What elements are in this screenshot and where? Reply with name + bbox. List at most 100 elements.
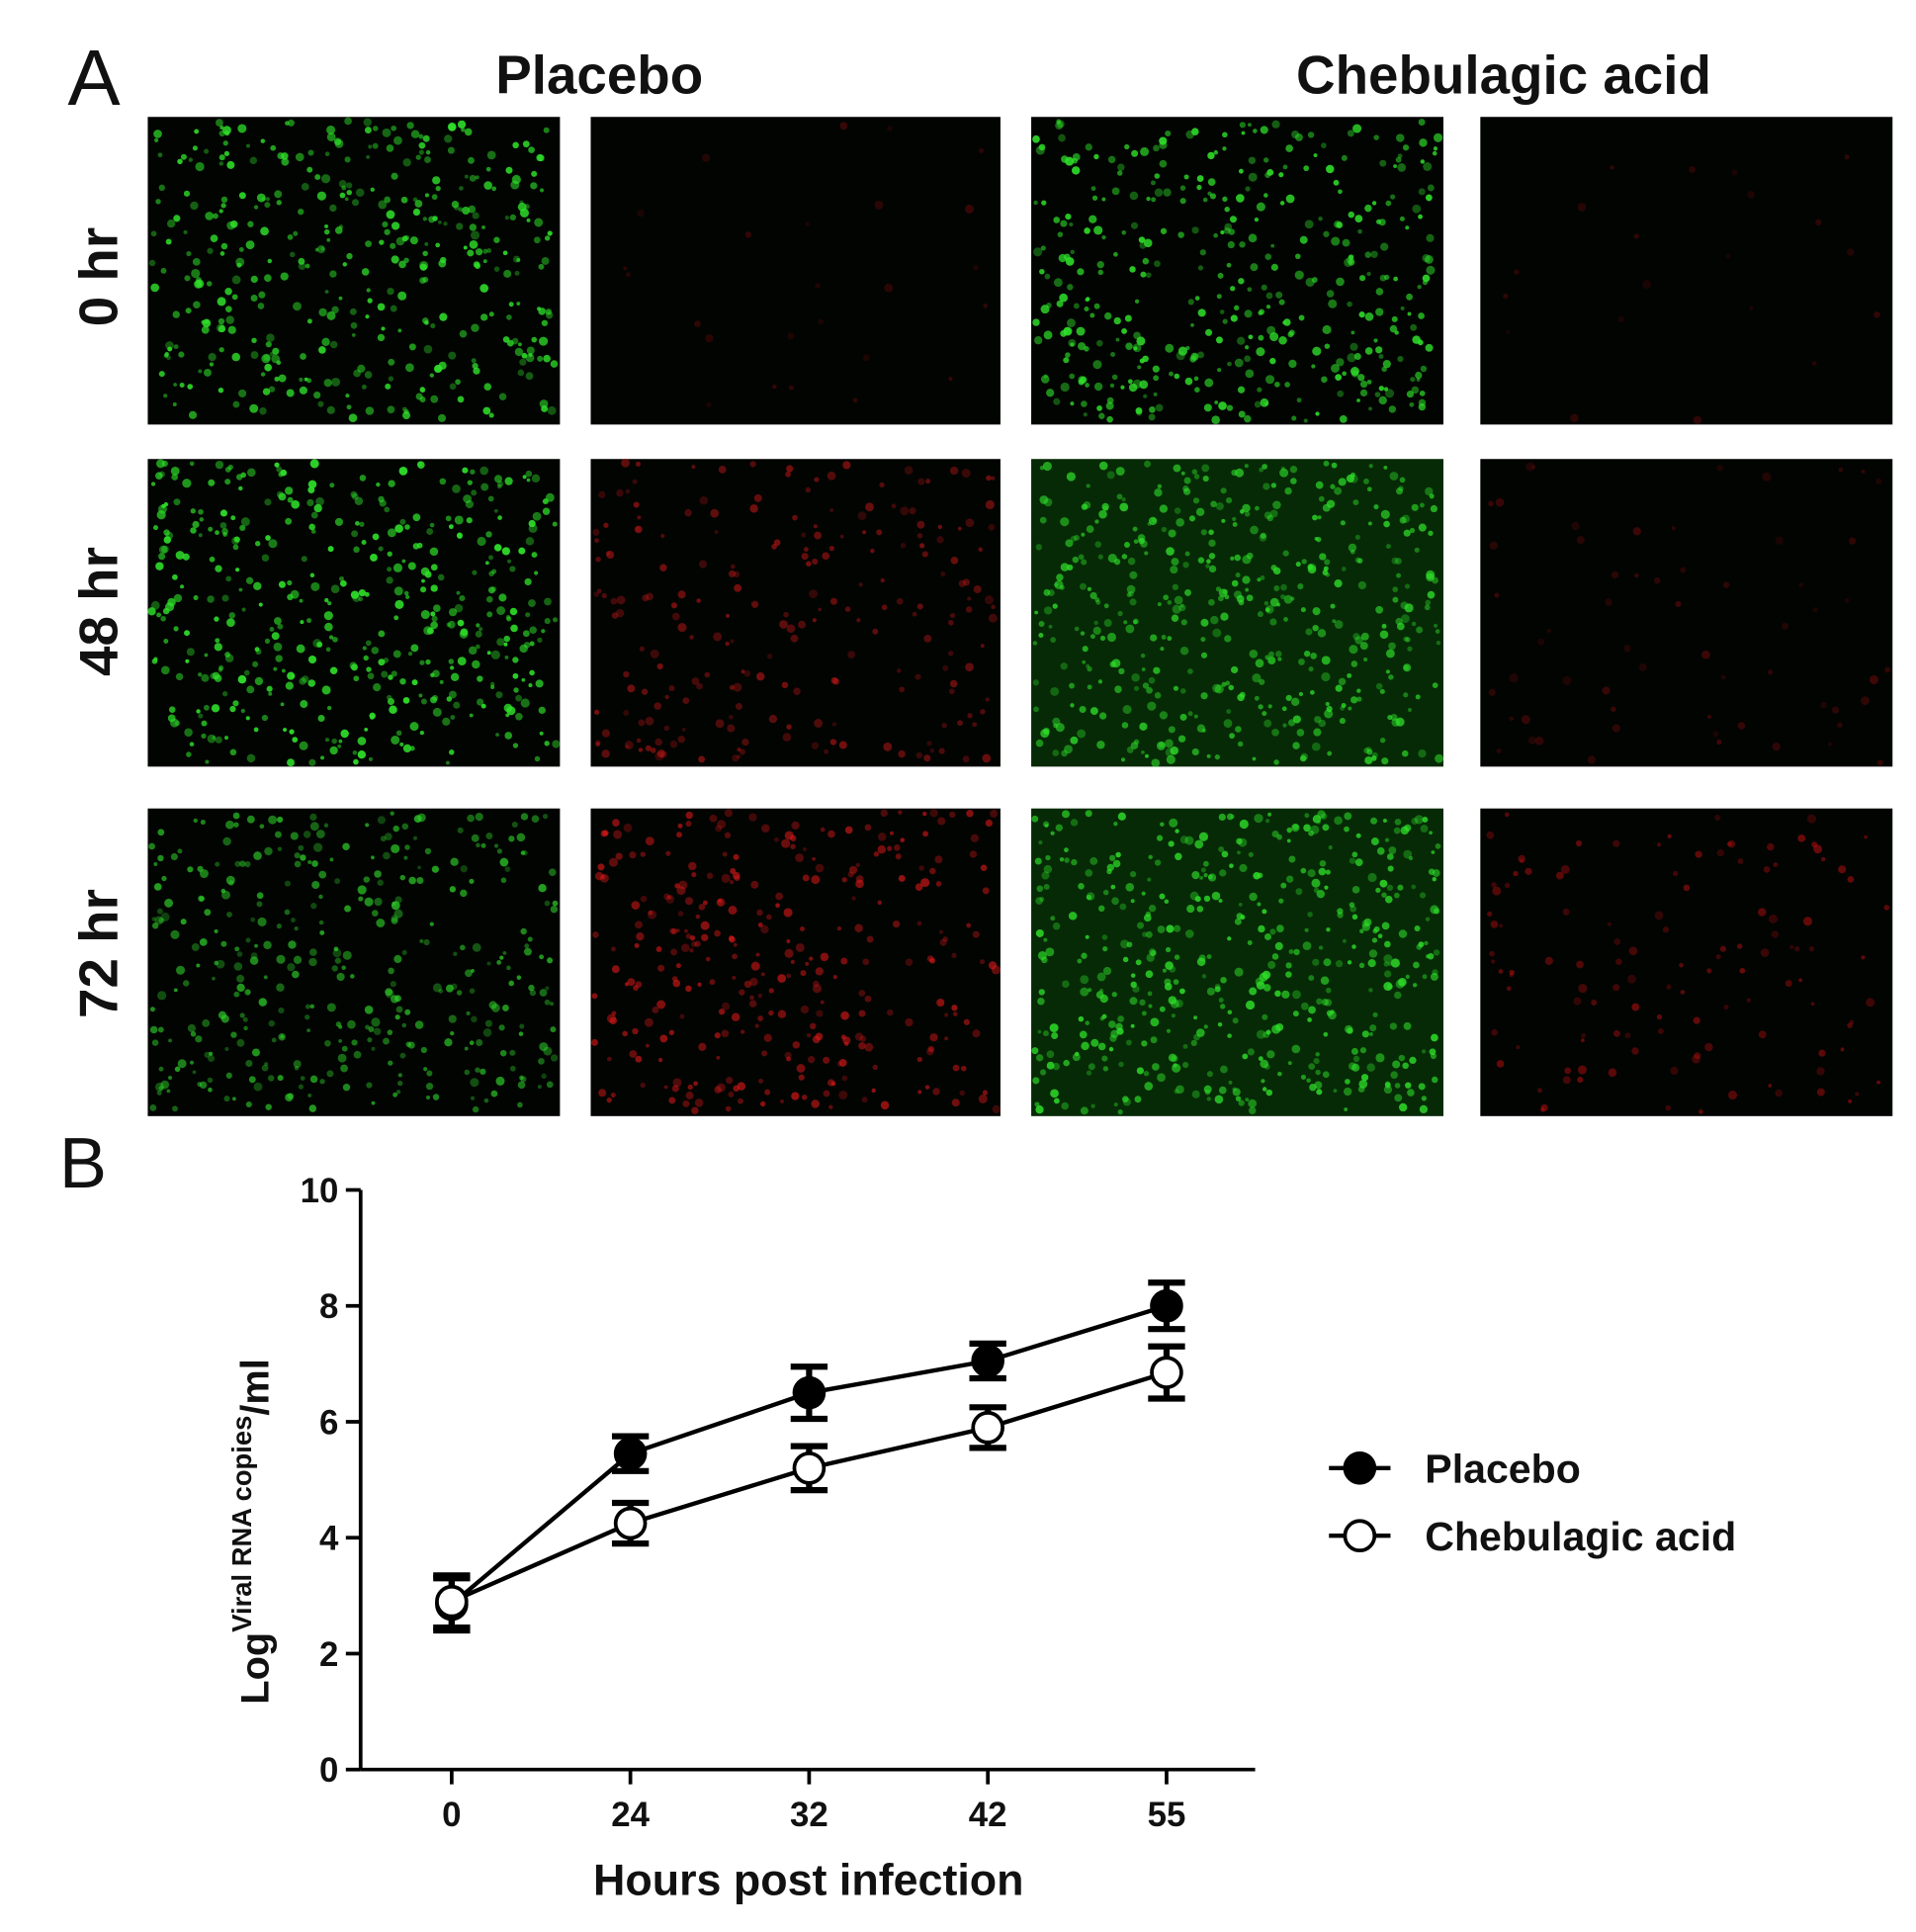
cell [1504, 882, 1511, 889]
cell [638, 719, 646, 727]
cell [1369, 1032, 1373, 1036]
cell [1175, 829, 1179, 834]
cell [1395, 156, 1402, 163]
cell [1106, 632, 1117, 643]
cell [714, 529, 719, 534]
cell [1125, 1039, 1132, 1046]
cell [1388, 405, 1397, 413]
cell [1374, 392, 1381, 397]
cell [543, 354, 551, 363]
cell [287, 233, 294, 240]
cell [1308, 975, 1315, 982]
cell [424, 193, 430, 198]
cell [509, 1065, 516, 1072]
cell [621, 458, 630, 468]
cell [401, 235, 408, 242]
cell [220, 242, 228, 250]
cell [916, 533, 923, 539]
cell [401, 559, 406, 564]
cell [469, 174, 477, 182]
cell [695, 914, 701, 920]
cell [307, 480, 317, 489]
cell [1370, 817, 1378, 825]
cell [366, 154, 371, 159]
cell [670, 927, 677, 935]
cell [469, 1040, 475, 1046]
cell [332, 636, 338, 643]
cell [412, 543, 420, 550]
cell [493, 544, 502, 552]
cell [401, 1022, 407, 1028]
cell [1767, 669, 1774, 675]
cell [727, 724, 736, 733]
cell [156, 459, 165, 469]
cell [536, 307, 542, 311]
cell [183, 229, 188, 234]
cell [1266, 1050, 1275, 1059]
cell [1782, 622, 1789, 630]
cell [496, 960, 502, 965]
cell [816, 1010, 824, 1017]
cell [339, 192, 346, 199]
cell [1197, 351, 1204, 359]
cell [1418, 523, 1427, 532]
cell [991, 604, 996, 610]
cell [640, 895, 648, 903]
cell [1425, 486, 1434, 496]
cell [1304, 927, 1309, 932]
cell [1160, 822, 1165, 827]
cell [1578, 983, 1588, 994]
cell [274, 376, 280, 382]
cell [923, 754, 931, 762]
cell [392, 1092, 398, 1098]
cell [538, 263, 545, 270]
cell [1797, 834, 1806, 842]
cell [242, 1016, 248, 1022]
cell [932, 1088, 940, 1096]
cell [839, 122, 848, 131]
cell [1221, 681, 1227, 687]
cell [173, 593, 183, 603]
cell [1159, 504, 1169, 513]
cell [1352, 1055, 1360, 1063]
cell [384, 506, 391, 513]
cell [361, 384, 367, 390]
cell [1292, 990, 1301, 1000]
cell [473, 367, 480, 375]
cell [1707, 714, 1712, 719]
cell [190, 508, 196, 514]
cell [1038, 632, 1044, 639]
cell [1431, 1076, 1438, 1084]
cell [1611, 724, 1620, 733]
cell [1321, 671, 1331, 682]
cell [1320, 976, 1330, 985]
cell [1310, 690, 1315, 695]
cell [1227, 1033, 1232, 1038]
cell [1050, 686, 1060, 696]
cell [599, 873, 609, 883]
cell [1151, 197, 1157, 203]
cell [915, 751, 923, 759]
cell [1434, 623, 1438, 628]
cell [1361, 920, 1370, 927]
cell [1662, 926, 1670, 933]
cell [1504, 812, 1510, 818]
cell [1393, 276, 1399, 282]
data-point [613, 1506, 648, 1540]
cell [836, 925, 842, 931]
cell [1152, 365, 1160, 373]
cell [1201, 974, 1207, 979]
cell [151, 659, 158, 664]
cell [1368, 406, 1372, 411]
cell [289, 251, 296, 258]
cell [1820, 856, 1826, 862]
cell [1419, 390, 1426, 396]
cell [357, 885, 367, 895]
cell [1164, 899, 1170, 905]
cell [1166, 547, 1175, 556]
cell [476, 623, 480, 628]
cell [598, 490, 606, 499]
cell [858, 1010, 866, 1017]
cell [1121, 229, 1126, 235]
cell [493, 236, 500, 243]
